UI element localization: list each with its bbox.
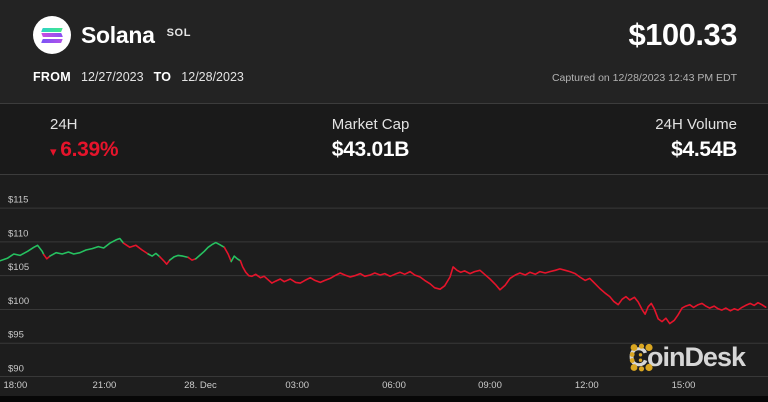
down-arrow-icon: ▾ [50, 143, 57, 159]
x-axis-tick-label: 21:00 [92, 380, 117, 391]
stat-24h-volume: 24H Volume $4.54B [655, 116, 737, 162]
change-label: 24H [50, 116, 78, 133]
solana-logo-bar [41, 28, 63, 32]
coindesk-branding: CoinDesk [628, 342, 746, 373]
x-axis-tick-label: 06:00 [382, 380, 406, 391]
solana-logo-bar [41, 38, 63, 43]
change-percent: 6.39% [60, 138, 119, 161]
y-axis-tick-label: $115 [8, 195, 28, 206]
to-label: TO [153, 70, 172, 84]
price-line-segment-red [223, 246, 232, 263]
price-line-segment-red [158, 255, 171, 265]
price-chart-plot[interactable]: $115 $110 $105 $100 $95 $90 CoinDesk [0, 175, 768, 377]
price-line-segment-green [0, 244, 45, 262]
price-line-segment-green [230, 255, 242, 263]
captured-timestamp: Captured on 12/28/2023 12:43 PM EDT [551, 72, 737, 84]
divider [0, 103, 768, 104]
coin-name: Solana [81, 21, 155, 48]
volume-label: 24H Volume [655, 116, 737, 133]
price-line-chart: $115 $110 $105 $100 $95 $90 [0, 195, 768, 377]
coindesk-icon [630, 343, 654, 372]
y-axis-tick-label: $110 [8, 228, 28, 239]
from-label: FROM [33, 70, 71, 84]
from-date: 12/27/2023 [81, 70, 144, 84]
y-axis-tick-label: $105 [8, 262, 29, 273]
x-axis-tick-label: 12:00 [574, 380, 599, 391]
x-axis-tick-label: 15:00 [671, 380, 696, 391]
price-line-segment-green [168, 254, 189, 261]
coin-symbol: SOL [166, 27, 192, 39]
bottom-bar [0, 396, 768, 402]
y-axis-tick-label: $90 [8, 364, 24, 375]
market-cap-value: $43.01B [331, 138, 410, 161]
price-line-segment-green [195, 241, 226, 260]
price-line-segment-green [147, 252, 161, 258]
header: Solana SOL $100.33 [0, 0, 768, 70]
price-line-segment-red [42, 253, 51, 260]
volume-value: $4.54B [671, 138, 737, 161]
stats-row: 24H ▾ 6.39% Market Cap $43.01B 24H Volum… [0, 104, 768, 174]
stat-24h-change: 24H ▾ 6.39% [50, 116, 119, 162]
stat-market-cap: Market Cap $43.01B [332, 116, 442, 162]
date-range: FROM 12/27/2023 TO 12/28/2023 [33, 70, 244, 84]
y-axis-tick-label: $95 [8, 330, 24, 341]
x-axis-tick-label: 28. Dec [184, 380, 217, 391]
coin-identity: Solana SOL [33, 16, 191, 54]
price-line-segment-green [49, 237, 125, 257]
price-line-segment-red [187, 256, 197, 261]
market-cap-label: Market Cap [331, 116, 410, 133]
price-line-segment-red [122, 242, 149, 255]
y-axis-tick-label: $100 [8, 296, 29, 307]
x-axis: 18:00 21:00 28. Dec 03:00 06:00 09:00 12:00 15:… [0, 377, 768, 396]
change-value: ▾ 6.39% [50, 138, 119, 162]
solana-logo-bar [41, 33, 63, 37]
to-date: 12/28/2023 [181, 70, 244, 84]
x-axis-tick-label: 03:00 [285, 380, 310, 391]
solana-logo-icon [33, 16, 71, 54]
x-axis-tick-label: 09:00 [478, 380, 502, 391]
divider [0, 174, 768, 175]
current-price: $100.33 [628, 17, 737, 52]
date-range-row: FROM 12/27/2023 TO 12/28/2023 Captured o… [0, 70, 768, 103]
x-axis-tick-label: 18:00 [3, 380, 28, 391]
price-line-segment-red [239, 260, 767, 325]
